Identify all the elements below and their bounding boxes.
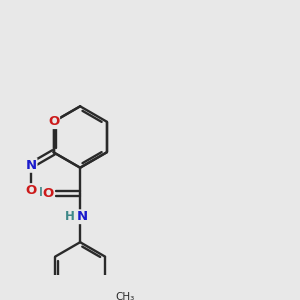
Text: N: N (77, 210, 88, 223)
Text: H: H (65, 210, 75, 223)
Text: O: O (48, 115, 59, 128)
Text: O: O (43, 187, 54, 200)
Text: O: O (26, 184, 37, 197)
Text: H: H (39, 186, 49, 199)
Text: CH₃: CH₃ (116, 292, 135, 300)
Text: N: N (26, 159, 37, 172)
